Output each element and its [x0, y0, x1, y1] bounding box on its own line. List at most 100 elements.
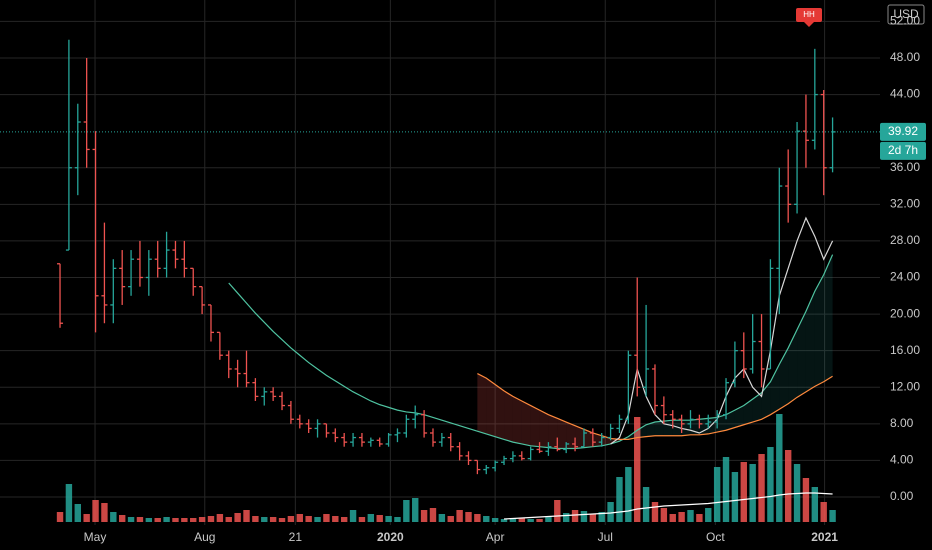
volume-bar	[403, 500, 410, 522]
volume-bar	[474, 514, 481, 522]
ma-cloud	[583, 429, 593, 448]
x-tick-label: Aug	[194, 530, 215, 544]
hh-marker-tip	[804, 22, 814, 27]
volume-bar	[705, 508, 712, 522]
y-tick-label: 8.00	[890, 416, 914, 430]
y-tick-label: 16.00	[890, 343, 920, 357]
volume-bar	[713, 467, 721, 522]
volume-bar	[385, 516, 392, 522]
ma-cloud	[823, 254, 833, 382]
volume-bar	[234, 513, 241, 522]
ma-cloud	[575, 425, 584, 449]
volume-bar	[784, 450, 792, 522]
y-tick-label: 0.00	[890, 489, 914, 503]
volume-bar	[314, 517, 321, 522]
ma-cloud	[717, 414, 727, 433]
volume-bar	[92, 500, 99, 522]
volume-bar	[358, 517, 366, 522]
volume-bar	[287, 516, 295, 522]
countdown-label: 2d 7h	[888, 143, 918, 157]
volume-bar	[198, 517, 206, 522]
x-tick-label: Apr	[486, 530, 505, 544]
ma-cloud	[477, 373, 487, 434]
ma-cloud	[548, 414, 558, 449]
volume-bar	[323, 514, 330, 522]
volume-bar	[83, 514, 90, 522]
y-tick-label: 52.00	[890, 14, 920, 28]
x-tick-label: 2021	[811, 530, 838, 544]
y-tick-label: 44.00	[890, 87, 920, 101]
volume-bar	[634, 417, 641, 522]
volume-bar	[545, 517, 552, 522]
ma-cloud	[672, 420, 682, 436]
currency-box[interactable]	[887, 4, 925, 25]
volume-bar	[598, 512, 605, 522]
ma-cloud	[530, 405, 540, 447]
volume-bar	[500, 519, 508, 522]
volume-bar	[554, 500, 561, 522]
y-tick-label: 36.00	[890, 160, 920, 174]
ma-cloud	[637, 424, 647, 438]
volume-bar	[607, 502, 614, 522]
ma-cloud	[592, 432, 602, 447]
volume-bar	[65, 484, 73, 522]
volume-bar	[225, 517, 232, 522]
volume-bar	[483, 516, 490, 522]
ma-cloud	[486, 378, 496, 437]
volume-bar	[394, 517, 401, 522]
volume-bar	[651, 502, 659, 522]
ma-cloud	[495, 384, 505, 440]
volume-bar	[678, 512, 685, 522]
ma-cloud	[663, 420, 673, 436]
moving-average	[477, 373, 833, 440]
volume-bar	[491, 518, 499, 522]
volume-bar	[802, 478, 810, 522]
volume-bar	[332, 516, 339, 522]
ma-cloud	[788, 329, 798, 404]
y-tick-label: 24.00	[890, 270, 920, 284]
volume-bar	[412, 498, 419, 522]
volume-bar	[580, 511, 588, 522]
ma-cloud	[512, 396, 522, 444]
ma-cloud	[681, 420, 691, 436]
volume-bar	[669, 514, 676, 522]
last-price-box	[880, 122, 926, 141]
y-tick-label: 4.00	[890, 453, 914, 467]
volume-bar	[145, 518, 153, 522]
ma-cloud	[734, 405, 744, 428]
volume-bar	[261, 517, 268, 522]
volume-bar	[420, 510, 428, 522]
volume-bar	[296, 514, 303, 522]
volume-bar	[518, 518, 525, 522]
volume-bar	[820, 502, 827, 522]
y-tick-label: 32.00	[890, 197, 920, 211]
x-tick-label: Jul	[598, 530, 613, 544]
volume-bar	[190, 518, 197, 522]
volume-bar	[181, 518, 188, 522]
ma-cloud	[504, 390, 513, 443]
volume-bar	[811, 487, 819, 522]
volume-bar	[252, 516, 259, 522]
y-tick-label: 12.00	[890, 379, 920, 393]
volume-bar	[207, 516, 215, 522]
volume-bar	[447, 516, 454, 522]
y-tick-label: 48.00	[890, 50, 920, 64]
ma-cloud	[699, 418, 709, 435]
volume-bar	[136, 517, 144, 522]
hh-label: HH	[803, 10, 815, 19]
ma-cloud	[521, 400, 531, 446]
x-tick-label: Oct	[706, 530, 725, 544]
ma-cloud	[557, 418, 567, 449]
volume-bar	[465, 512, 472, 522]
volume-ma	[503, 492, 833, 520]
ma-cloud	[646, 422, 655, 437]
volume-bar	[349, 510, 357, 522]
volume-bar	[731, 472, 739, 522]
ma-cloud	[797, 311, 806, 398]
ma-cloud	[726, 410, 735, 431]
volume-bar	[740, 462, 747, 522]
x-tick-label: May	[84, 530, 107, 544]
volume-bar	[243, 510, 250, 522]
